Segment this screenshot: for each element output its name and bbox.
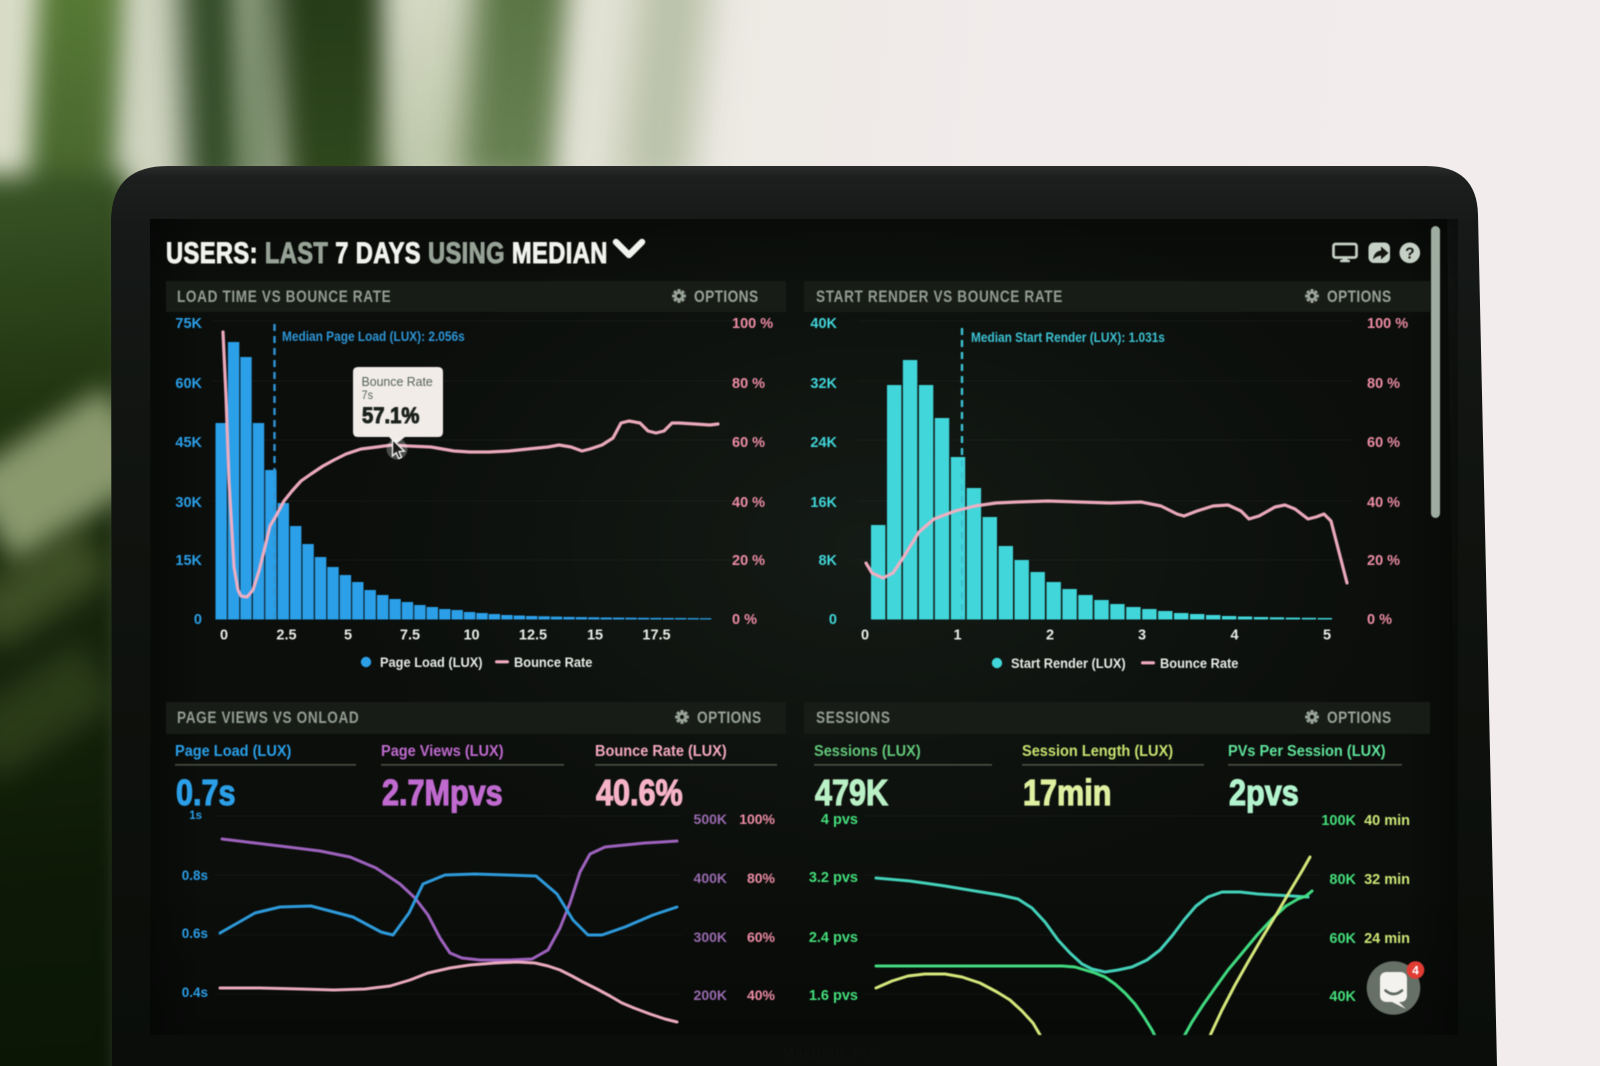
- svg-text:40K: 40K: [1329, 989, 1356, 1005]
- svg-text:60 %: 60 %: [732, 435, 765, 451]
- svg-text:10: 10: [463, 628, 479, 644]
- svg-text:17min: 17min: [1023, 774, 1111, 814]
- svg-text:1.6 pvs: 1.6 pvs: [809, 988, 858, 1004]
- svg-text:0.6s: 0.6s: [182, 926, 208, 941]
- svg-text:2.5: 2.5: [276, 628, 296, 644]
- svg-text:0.4s: 0.4s: [182, 985, 208, 1000]
- svg-text:0: 0: [220, 628, 228, 644]
- svg-text:?: ?: [1405, 246, 1414, 263]
- svg-text:479K: 479K: [815, 774, 888, 814]
- svg-text:5: 5: [344, 628, 352, 644]
- svg-text:0.7s: 0.7s: [176, 774, 236, 814]
- svg-text:MacBook Pro: MacBook Pro: [782, 1045, 877, 1061]
- svg-text:OPTIONS: OPTIONS: [697, 709, 762, 727]
- svg-text:0: 0: [861, 628, 869, 644]
- svg-text:40K: 40K: [810, 316, 837, 332]
- svg-text:PVs Per Session (LUX): PVs Per Session (LUX): [1228, 742, 1386, 760]
- svg-text:60K: 60K: [175, 376, 202, 392]
- svg-text:Session Length (LUX): Session Length (LUX): [1022, 742, 1173, 760]
- svg-text:4: 4: [1230, 628, 1238, 644]
- svg-text:2.7Mpvs: 2.7Mpvs: [382, 774, 503, 814]
- svg-text:80 %: 80 %: [1367, 376, 1400, 392]
- svg-text:57.1%: 57.1%: [362, 403, 419, 428]
- svg-text:Bounce Rate (LUX): Bounce Rate (LUX): [595, 742, 727, 760]
- svg-text:15: 15: [587, 628, 603, 644]
- svg-text:0 %: 0 %: [1367, 612, 1392, 628]
- svg-text:2.4 pvs: 2.4 pvs: [809, 930, 858, 946]
- svg-text:400K: 400K: [694, 870, 727, 886]
- svg-text:80%: 80%: [747, 870, 776, 886]
- svg-text:5: 5: [1323, 628, 1331, 644]
- svg-text:60%: 60%: [747, 929, 776, 945]
- svg-text:Median Page Load (LUX): 2.056s: Median Page Load (LUX): 2.056s: [282, 328, 465, 344]
- svg-text:OPTIONS: OPTIONS: [1327, 288, 1392, 306]
- svg-text:0 %: 0 %: [732, 612, 757, 628]
- svg-text:100%: 100%: [739, 811, 775, 827]
- svg-text:Page Load (LUX): Page Load (LUX): [380, 655, 483, 671]
- svg-text:45K: 45K: [175, 435, 202, 451]
- svg-text:8K: 8K: [818, 553, 837, 569]
- svg-text:1s: 1s: [189, 810, 202, 822]
- svg-text:100 %: 100 %: [732, 316, 773, 332]
- svg-text:3.2 pvs: 3.2 pvs: [809, 870, 858, 886]
- svg-text:15K: 15K: [175, 553, 202, 569]
- svg-text:Sessions (LUX): Sessions (LUX): [814, 742, 921, 760]
- svg-text:80 %: 80 %: [732, 376, 765, 392]
- svg-text:USERS: LAST 7 DAYS USING MEDIA: USERS: LAST 7 DAYS USING MEDIAN: [166, 236, 608, 269]
- svg-text:4 pvs: 4 pvs: [821, 812, 858, 828]
- svg-text:3: 3: [1138, 628, 1146, 644]
- svg-text:300K: 300K: [694, 929, 727, 945]
- svg-text:16K: 16K: [810, 495, 837, 511]
- svg-text:Bounce Rate: Bounce Rate: [362, 375, 433, 389]
- svg-text:7.5: 7.5: [400, 628, 420, 644]
- svg-text:40 min: 40 min: [1364, 813, 1410, 829]
- svg-text:100K: 100K: [1321, 813, 1356, 829]
- svg-text:20 %: 20 %: [1367, 553, 1400, 569]
- svg-text:30K: 30K: [175, 495, 202, 511]
- svg-text:200K: 200K: [694, 987, 727, 1003]
- svg-text:2: 2: [1046, 628, 1054, 644]
- svg-text:SESSIONS: SESSIONS: [816, 709, 891, 728]
- svg-text:24 min: 24 min: [1364, 931, 1410, 947]
- svg-text:40.6%: 40.6%: [596, 774, 683, 814]
- svg-text:40 %: 40 %: [1367, 495, 1400, 511]
- svg-text:80K: 80K: [1329, 872, 1356, 888]
- svg-text:Median Start Render (LUX): 1.0: Median Start Render (LUX): 1.031s: [971, 329, 1165, 345]
- svg-text:Start Render (LUX): Start Render (LUX): [1011, 656, 1126, 672]
- svg-text:0: 0: [829, 612, 837, 628]
- svg-text:OPTIONS: OPTIONS: [694, 288, 759, 306]
- svg-text:0.8s: 0.8s: [182, 868, 208, 883]
- svg-text:1: 1: [953, 628, 961, 644]
- svg-text:24K: 24K: [810, 435, 837, 451]
- svg-text:12.5: 12.5: [519, 628, 547, 644]
- svg-text:40%: 40%: [747, 987, 776, 1003]
- svg-text:START RENDER VS BOUNCE RATE: START RENDER VS BOUNCE RATE: [816, 288, 1063, 307]
- svg-text:Page Load (LUX): Page Load (LUX): [175, 742, 291, 760]
- svg-text:32 min: 32 min: [1364, 872, 1410, 888]
- svg-text:500K: 500K: [694, 811, 727, 827]
- svg-text:Page Views (LUX): Page Views (LUX): [381, 742, 504, 760]
- svg-text:60K: 60K: [1329, 931, 1356, 947]
- svg-text:40 %: 40 %: [732, 495, 765, 511]
- svg-text:20 %: 20 %: [732, 553, 765, 569]
- svg-text:7s: 7s: [362, 390, 374, 402]
- svg-text:60 %: 60 %: [1367, 435, 1400, 451]
- svg-text:PAGE VIEWS VS ONLOAD: PAGE VIEWS VS ONLOAD: [177, 709, 359, 728]
- svg-text:OPTIONS: OPTIONS: [1327, 709, 1392, 727]
- svg-text:Bounce Rate: Bounce Rate: [514, 655, 592, 671]
- svg-text:17.5: 17.5: [642, 628, 670, 644]
- svg-text:Bounce Rate: Bounce Rate: [1160, 656, 1238, 672]
- svg-text:LOAD TIME VS BOUNCE RATE: LOAD TIME VS BOUNCE RATE: [177, 288, 391, 307]
- svg-text:100 %: 100 %: [1367, 316, 1408, 332]
- svg-text:2pvs: 2pvs: [1229, 774, 1299, 814]
- svg-text:32K: 32K: [810, 376, 837, 392]
- svg-text:4: 4: [1412, 964, 1419, 978]
- svg-text:75K: 75K: [175, 316, 202, 332]
- svg-text:0: 0: [194, 612, 202, 628]
